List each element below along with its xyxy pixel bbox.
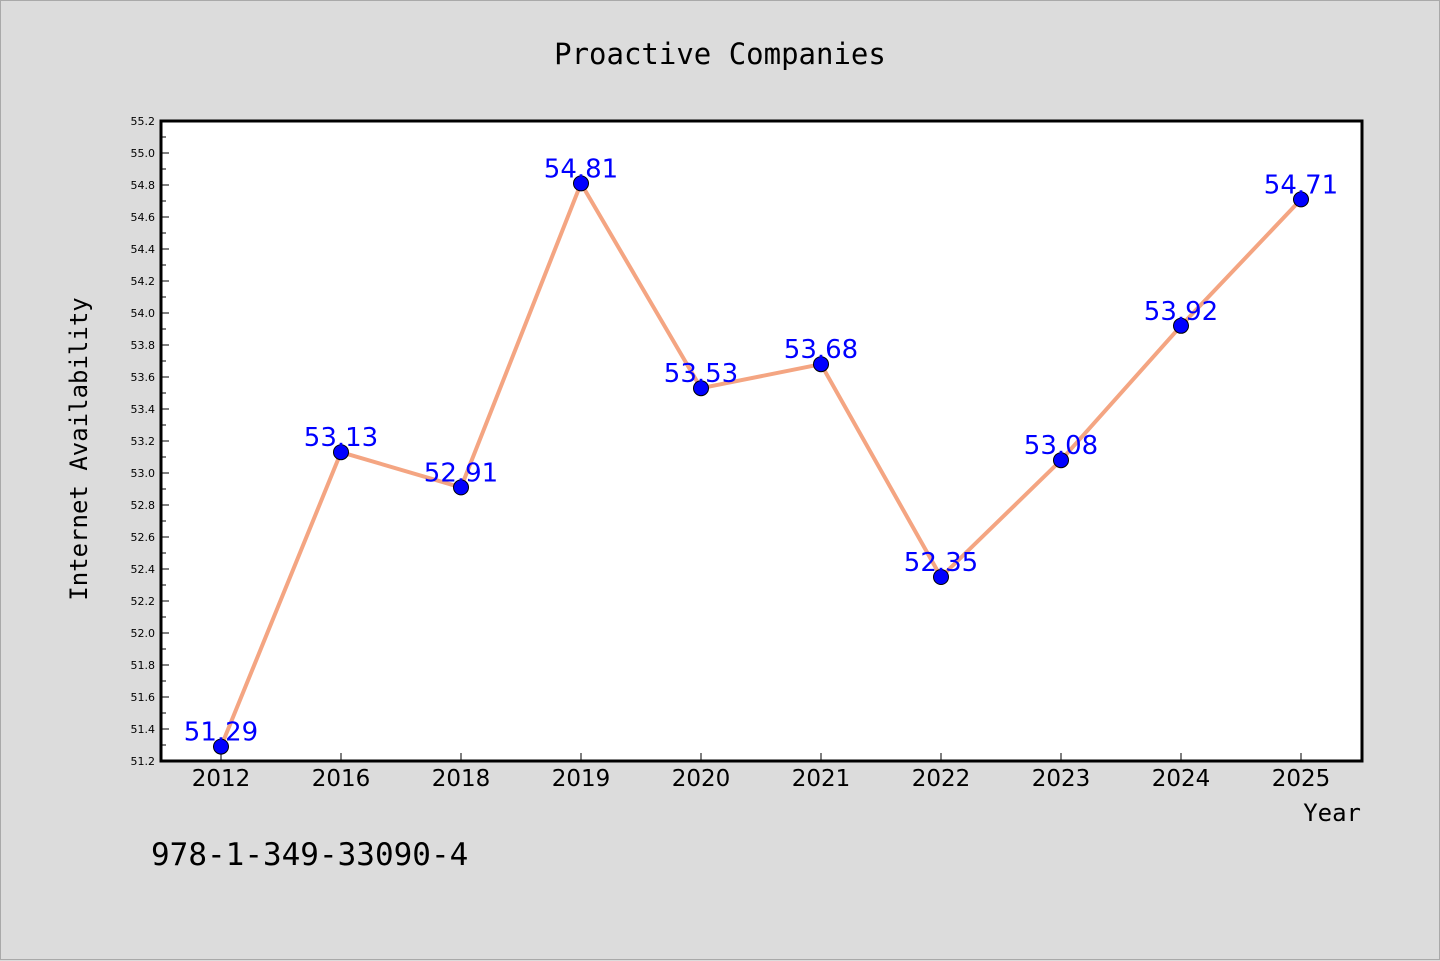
y-tick-label: 54.8 — [131, 179, 156, 192]
x-tick-label: 2022 — [912, 766, 971, 792]
y-tick-label: 51.8 — [131, 659, 156, 672]
y-tick-label: 53.0 — [131, 467, 156, 480]
data-label: 52.35 — [904, 548, 978, 578]
y-tick-label: 53.4 — [131, 403, 156, 416]
data-point — [333, 444, 349, 461]
y-tick-label: 55.2 — [131, 115, 156, 128]
y-tick-label: 51.4 — [131, 723, 156, 736]
y-tick-label: 55.0 — [131, 147, 156, 160]
y-tick-label: 52.0 — [131, 627, 156, 640]
x-tick-label: 2012 — [192, 766, 251, 792]
y-tick-label: 53.2 — [131, 435, 156, 448]
data-labels: 51.29 53.13 52.91 54.81 53.53 53.68 52.35 53.08… — [184, 154, 1338, 747]
y-tick-label: 52.4 — [131, 563, 156, 576]
x-tick-label: 2021 — [792, 766, 851, 792]
data-label: 53.53 — [664, 359, 738, 389]
y-axis-label: Internet Availability — [65, 297, 93, 600]
data-label: 53.68 — [784, 335, 858, 365]
data-point — [1173, 317, 1189, 334]
data-point — [933, 569, 949, 585]
plot-area — [159, 119, 1364, 763]
data-point — [1293, 191, 1309, 208]
y-tick-label: 52.6 — [131, 531, 156, 544]
y-tick-label: 52.8 — [131, 499, 156, 512]
data-points — [213, 175, 1309, 755]
x-tick-label: 2023 — [1032, 766, 1091, 792]
y-axis: 51.2 51.4 51.6 51.8 52.0 52.2 52.4 52.6 52.8 53.0… — [131, 115, 169, 768]
data-point — [213, 738, 229, 755]
isbn-annotation: 978-1-349-33090-4 — [151, 837, 468, 873]
y-tick-label: 51.2 — [131, 755, 156, 768]
x-tick-label: 2024 — [1152, 766, 1211, 792]
data-label: 53.08 — [1024, 431, 1098, 461]
series-line-group — [219, 181, 1303, 749]
data-point — [693, 380, 709, 397]
data-point — [1053, 452, 1069, 469]
y-tick-label: 51.6 — [131, 691, 156, 704]
data-point — [453, 479, 469, 496]
y-tick-label: 53.6 — [131, 371, 156, 384]
data-point — [573, 175, 589, 192]
data-point — [813, 356, 829, 373]
x-tick-label: 2019 — [552, 766, 611, 792]
y-tick-label: 54.0 — [131, 307, 156, 320]
y-tick-label: 54.4 — [131, 243, 156, 256]
data-label: 51.29 — [184, 718, 258, 748]
x-axis-label: Year — [1303, 799, 1361, 827]
y-tick-label: 52.2 — [131, 595, 156, 608]
y-tick-label: 54.6 — [131, 211, 156, 224]
data-label: 52.91 — [424, 458, 498, 488]
data-label: 54.71 — [1264, 170, 1338, 200]
x-tick-label: 2020 — [672, 766, 731, 792]
series-line — [219, 181, 1303, 749]
x-tick-label: 2025 — [1272, 766, 1331, 792]
x-axis: 2012 2016 2018 2019 2020 2021 2022 2023 2024 2025 — [192, 753, 1331, 792]
x-tick-label: 2018 — [432, 766, 491, 792]
data-label: 53.92 — [1144, 297, 1218, 327]
y-tick-label: 54.2 — [131, 275, 156, 288]
data-label: 53.13 — [304, 423, 378, 453]
y-tick-label: 53.8 — [131, 339, 156, 352]
data-label: 54.81 — [544, 154, 618, 184]
x-tick-label: 2016 — [312, 766, 371, 792]
chart-title: Proactive Companies — [554, 37, 886, 71]
